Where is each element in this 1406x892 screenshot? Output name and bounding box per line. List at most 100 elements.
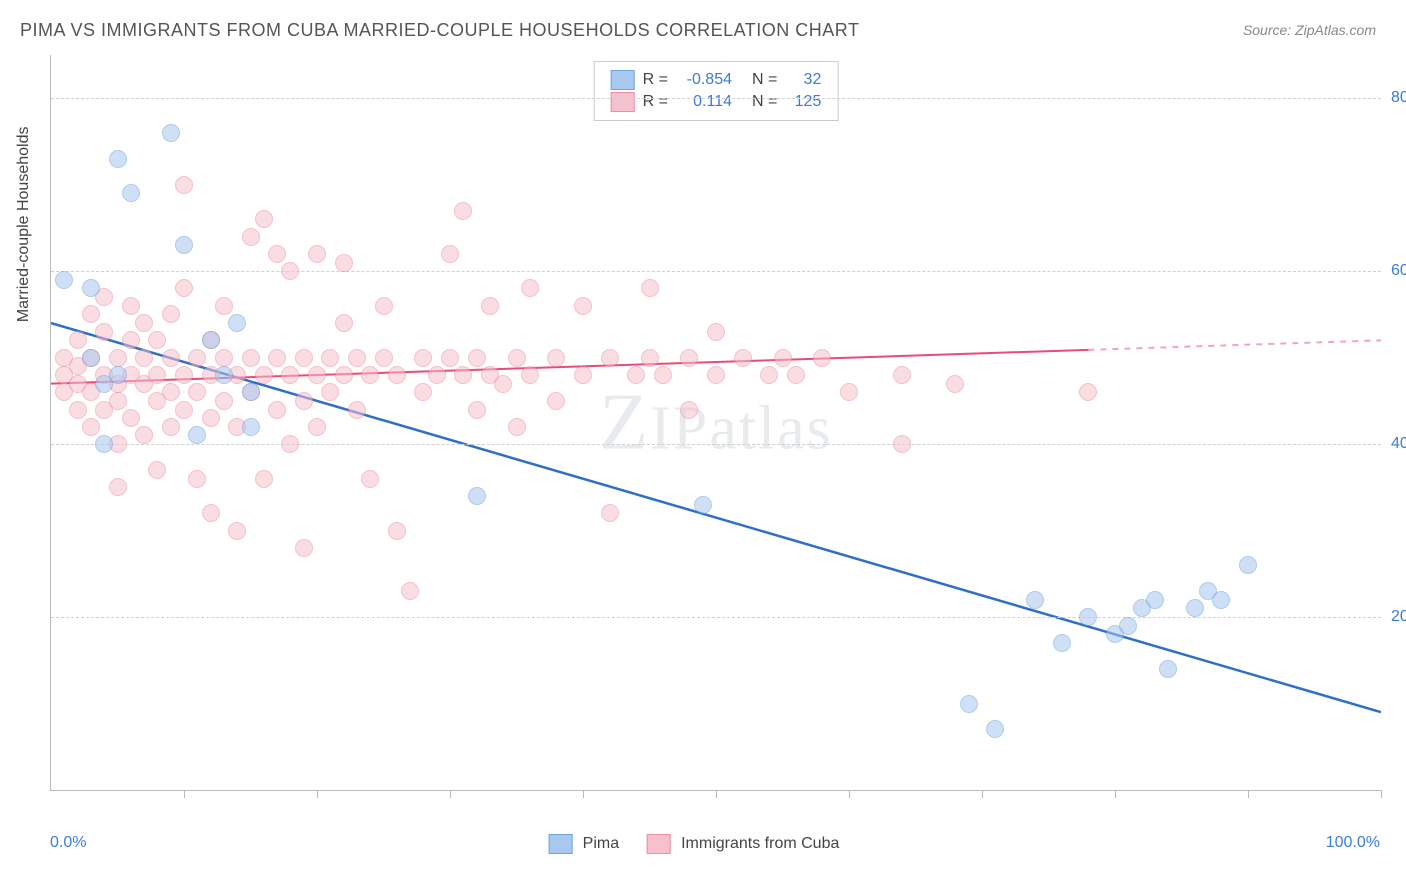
source-label: Source: ZipAtlas.com bbox=[1243, 22, 1376, 38]
scatter-point bbox=[774, 349, 792, 367]
scatter-point bbox=[893, 435, 911, 453]
scatter-point bbox=[242, 383, 260, 401]
scatter-point bbox=[1026, 591, 1044, 609]
scatter-point bbox=[255, 470, 273, 488]
scatter-point bbox=[215, 297, 233, 315]
scatter-point bbox=[82, 349, 100, 367]
scatter-point bbox=[1053, 634, 1071, 652]
scatter-point bbox=[641, 349, 659, 367]
scatter-point bbox=[162, 124, 180, 142]
gridline bbox=[51, 271, 1381, 272]
scatter-point bbox=[175, 176, 193, 194]
scatter-point bbox=[122, 184, 140, 202]
scatter-point bbox=[481, 297, 499, 315]
gridline bbox=[51, 444, 1381, 445]
scatter-point bbox=[707, 366, 725, 384]
scatter-point bbox=[348, 349, 366, 367]
scatter-point bbox=[641, 279, 659, 297]
legend-n-value: 125 bbox=[785, 93, 821, 111]
scatter-point bbox=[375, 297, 393, 315]
scatter-point bbox=[109, 366, 127, 384]
scatter-point bbox=[321, 383, 339, 401]
scatter-point bbox=[202, 409, 220, 427]
scatter-point bbox=[627, 366, 645, 384]
scatter-point bbox=[787, 366, 805, 384]
scatter-point bbox=[521, 279, 539, 297]
scatter-point bbox=[508, 349, 526, 367]
scatter-point bbox=[188, 470, 206, 488]
scatter-point bbox=[308, 418, 326, 436]
scatter-point bbox=[707, 323, 725, 341]
x-tick bbox=[716, 790, 717, 798]
legend-swatch bbox=[611, 92, 635, 112]
scatter-point bbox=[454, 202, 472, 220]
scatter-point bbox=[361, 366, 379, 384]
scatter-point bbox=[813, 349, 831, 367]
legend-label: Pima bbox=[583, 835, 619, 853]
scatter-point bbox=[69, 331, 87, 349]
scatter-point bbox=[508, 418, 526, 436]
scatter-point bbox=[255, 366, 273, 384]
scatter-point bbox=[335, 254, 353, 272]
scatter-point bbox=[601, 504, 619, 522]
scatter-point bbox=[82, 305, 100, 323]
scatter-point bbox=[242, 228, 260, 246]
y-tick-label: 60.0% bbox=[1391, 262, 1406, 280]
scatter-point bbox=[175, 366, 193, 384]
legend-n-value: 32 bbox=[785, 71, 821, 89]
scatter-point bbox=[175, 236, 193, 254]
scatter-point bbox=[348, 401, 366, 419]
scatter-point bbox=[521, 366, 539, 384]
scatter-point bbox=[1079, 608, 1097, 626]
scatter-point bbox=[441, 245, 459, 263]
legend-n-label: N = bbox=[752, 71, 777, 89]
scatter-point bbox=[1186, 599, 1204, 617]
scatter-point bbox=[321, 349, 339, 367]
legend-swatch bbox=[549, 834, 573, 854]
scatter-point bbox=[175, 401, 193, 419]
y-axis-title: Married-couple Households bbox=[15, 127, 33, 323]
scatter-point bbox=[1146, 591, 1164, 609]
scatter-point bbox=[162, 418, 180, 436]
scatter-point bbox=[109, 150, 127, 168]
scatter-point bbox=[242, 418, 260, 436]
scatter-point bbox=[175, 279, 193, 297]
scatter-point bbox=[281, 435, 299, 453]
y-tick-label: 80.0% bbox=[1391, 89, 1406, 107]
legend-label: Immigrants from Cuba bbox=[681, 835, 839, 853]
scatter-point bbox=[680, 349, 698, 367]
scatter-point bbox=[295, 539, 313, 557]
legend-row: R =-0.854N =32 bbox=[611, 70, 822, 90]
scatter-point bbox=[55, 271, 73, 289]
x-tick bbox=[317, 790, 318, 798]
scatter-point bbox=[148, 366, 166, 384]
x-tick bbox=[184, 790, 185, 798]
scatter-point bbox=[441, 349, 459, 367]
scatter-point bbox=[335, 366, 353, 384]
scatter-point bbox=[109, 478, 127, 496]
scatter-point bbox=[680, 401, 698, 419]
legend-r-value: 0.114 bbox=[676, 93, 732, 111]
scatter-point bbox=[215, 349, 233, 367]
scatter-point bbox=[295, 349, 313, 367]
scatter-point bbox=[1212, 591, 1230, 609]
legend-swatch bbox=[611, 70, 635, 90]
scatter-point bbox=[202, 504, 220, 522]
x-tick bbox=[450, 790, 451, 798]
y-tick-label: 40.0% bbox=[1391, 435, 1406, 453]
x-tick bbox=[849, 790, 850, 798]
series-legend: Pima Immigrants from Cuba bbox=[549, 834, 858, 854]
scatter-point bbox=[135, 426, 153, 444]
scatter-point bbox=[401, 582, 419, 600]
scatter-point bbox=[188, 383, 206, 401]
scatter-point bbox=[308, 245, 326, 263]
scatter-point bbox=[228, 314, 246, 332]
scatter-point bbox=[454, 366, 472, 384]
scatter-point bbox=[268, 401, 286, 419]
scatter-point bbox=[760, 366, 778, 384]
scatter-point bbox=[162, 305, 180, 323]
scatter-point bbox=[308, 366, 326, 384]
scatter-point bbox=[255, 210, 273, 228]
scatter-point bbox=[281, 262, 299, 280]
scatter-point bbox=[122, 409, 140, 427]
